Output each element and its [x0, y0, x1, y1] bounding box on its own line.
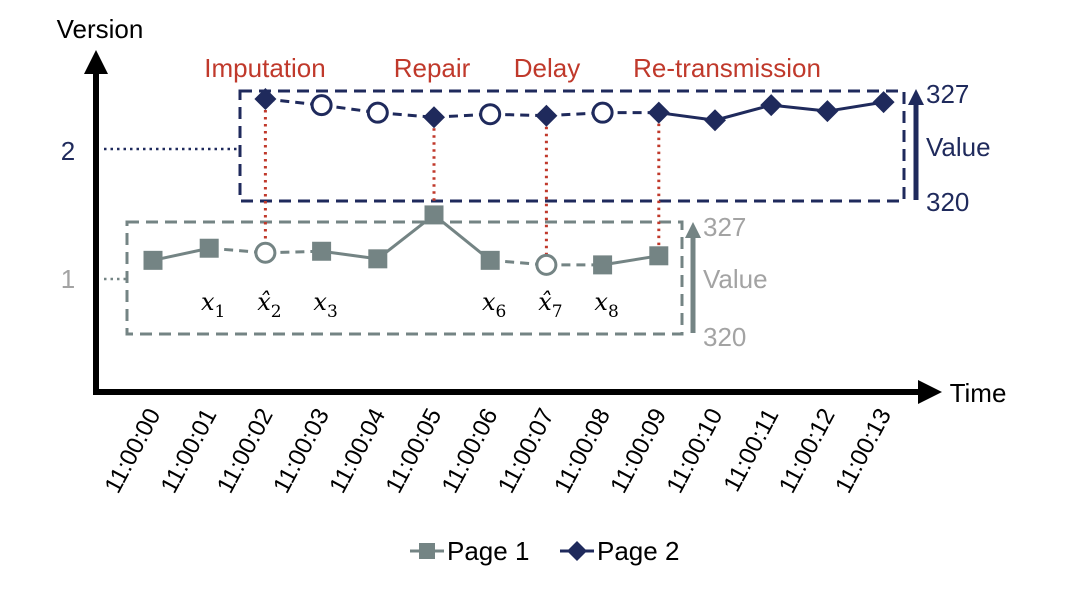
page-2-point-11:00:09 [647, 101, 670, 124]
page-2-point-11:00:06 [479, 103, 502, 126]
point-label-x2: x̂2 [257, 288, 281, 322]
operation-label-repair: Repair [394, 53, 471, 83]
point-label-x1: x1 [201, 288, 225, 322]
page-1-point-11:00:01 [199, 238, 219, 258]
point-label-x6: x6 [482, 288, 506, 322]
legend-page-2-label: Page 2 [597, 536, 679, 566]
point-labels: x1 x̂2 x3 x6 x̂7 x8 [201, 288, 619, 322]
page-2-value-min: 320 [926, 187, 969, 217]
legend-page-2-marker [567, 541, 587, 561]
page-2-point-11:00:05 [423, 106, 445, 129]
x-tick-labels: 11:00:0011:00:0111:00:0211:00:0311:00:04… [99, 404, 896, 498]
page-1-box [125, 220, 684, 336]
page-2-point-11:00:10 [704, 109, 726, 132]
page-2-value-max: 327 [926, 79, 969, 109]
operation-label-re-transmission: Re-transmission [633, 53, 821, 83]
legend-page-1-label: Page 1 [447, 536, 529, 566]
page-2-point-11:00:12 [816, 100, 839, 123]
page-1-point-11:00:06 [480, 250, 500, 270]
operation-label-imputation: Imputation [204, 53, 325, 83]
page-1-point-11:00:07 [535, 253, 558, 276]
operation-label-delay: Delay [514, 53, 580, 83]
page-1-point-11:00:02 [254, 241, 277, 264]
operation-connectors [263, 110, 661, 255]
page-1-point-11:00:05 [424, 205, 444, 225]
version-tick-1: 1 [61, 264, 75, 294]
page-1-point-11:00:03 [312, 241, 332, 261]
page-2-value-label: Value [926, 132, 991, 162]
point-label-x8: x8 [594, 288, 618, 322]
x-axis-label: Time [950, 378, 1007, 408]
page-2-point-11:00:11 [760, 94, 783, 117]
x-tick-11:00:13: 11:00:13 [830, 404, 897, 498]
page-1-point-11:00:08 [593, 255, 613, 275]
page-2-point-11:00:08 [591, 101, 614, 124]
page-2-point-11:00:07 [535, 104, 558, 127]
page-2-box [238, 89, 906, 203]
page-1-value-max: 327 [703, 212, 746, 242]
series-page-2 [254, 88, 895, 132]
point-label-x3: x3 [313, 288, 337, 322]
series-page-1 [143, 205, 669, 276]
legend-page-1-marker [419, 543, 435, 559]
page-1-point-11:00:04 [368, 249, 388, 269]
page-2-point-11:00:04 [366, 101, 389, 124]
y-axis-label: Version [57, 14, 144, 44]
version-tick-2: 2 [61, 136, 75, 166]
page-1-point-11:00:09 [649, 246, 669, 266]
point-label-x7: x̂7 [538, 288, 562, 322]
page-2-point-11:00:03 [310, 94, 333, 117]
page-1-value-label: Value [703, 264, 768, 294]
page-2-segment [714, 103, 772, 122]
page-1-value-min: 320 [703, 322, 746, 352]
page-1-point-11:00:00 [143, 250, 163, 270]
legend: Page 1 Page 2 [410, 536, 679, 566]
page-2-point-11:00:13 [872, 91, 895, 114]
page-2-point-11:00:02 [254, 88, 277, 111]
